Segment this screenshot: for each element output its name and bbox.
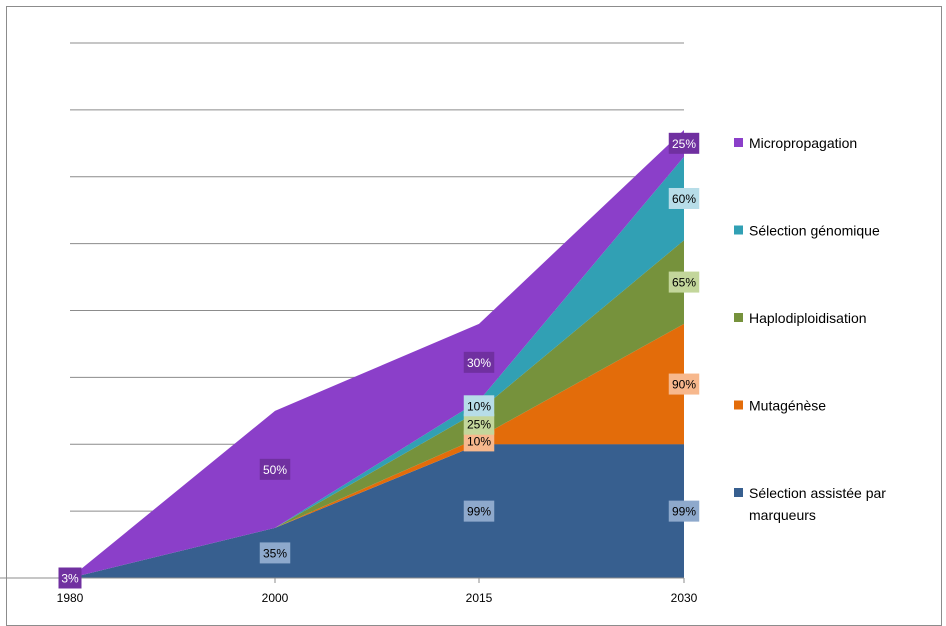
area-micropropagation xyxy=(70,129,684,578)
data-label-background xyxy=(668,500,700,522)
data-label-text: 99% xyxy=(467,505,491,519)
data-label-text: 60% xyxy=(672,192,696,206)
data-label: 10% xyxy=(463,395,495,417)
data-label-text: 10% xyxy=(467,399,491,413)
data-label: 25% xyxy=(668,132,700,154)
legend: Micropropagation Sélection génomique Haplo… xyxy=(734,135,886,523)
x-tick-label: 2030 xyxy=(671,591,698,605)
data-label-text: 25% xyxy=(467,418,491,432)
data-label-background xyxy=(668,373,700,395)
data-label-background xyxy=(668,132,700,154)
data-label-text: 65% xyxy=(672,276,696,290)
data-label-background xyxy=(259,542,291,564)
x-tick-label: 1980 xyxy=(57,591,84,605)
data-label-text: 3% xyxy=(61,572,79,586)
data-label-background xyxy=(259,458,291,480)
data-label-background xyxy=(463,430,495,452)
data-labels: 35% 99% 99% 10% 90% 25% 65% 10% 60% 3% 50% 30% 25% xyxy=(58,132,700,589)
legend-item-selection-genomique: Sélection génomique xyxy=(734,223,880,239)
area-selection-assistee-par-marqueurs xyxy=(70,444,684,578)
data-label-background xyxy=(668,271,700,293)
legend-label-line: marqueurs xyxy=(749,507,816,523)
data-label: 25% xyxy=(463,413,495,435)
legend-label: Mutagénèse xyxy=(749,398,826,414)
legend-swatch xyxy=(734,400,743,410)
series-areas xyxy=(70,129,684,578)
legend-swatch xyxy=(734,313,743,322)
legend-swatch xyxy=(734,488,743,497)
legend-swatch xyxy=(734,225,743,235)
data-label-text: 90% xyxy=(672,378,696,392)
data-label: 90% xyxy=(668,373,700,395)
legend-item-haplodiploidisation: Haplodiploidisation xyxy=(734,310,867,326)
legend-label: Micropropagation xyxy=(749,135,857,151)
x-tick-label: 2015 xyxy=(466,591,493,605)
legend-label-line: Sélection génomique xyxy=(749,223,880,239)
data-label-background xyxy=(463,351,495,373)
data-label-text: 10% xyxy=(467,434,491,448)
data-label-background xyxy=(463,500,495,522)
legend-swatch xyxy=(734,138,743,147)
legend-item-mutagenese: Mutagénèse xyxy=(734,398,826,414)
legend-item-micropropagation: Micropropagation xyxy=(734,135,857,151)
data-label: 65% xyxy=(668,271,700,293)
legend-label: Sélection génomique xyxy=(749,223,880,239)
data-label: 50% xyxy=(259,458,291,480)
data-label: 30% xyxy=(463,351,495,373)
x-tick-label: 2000 xyxy=(262,591,289,605)
data-label-background xyxy=(58,567,82,589)
data-label-background xyxy=(463,395,495,417)
legend-label-line: Mutagénèse xyxy=(749,398,826,414)
data-label-text: 35% xyxy=(263,546,287,560)
legend-label-line: Haplodiploidisation xyxy=(749,310,867,326)
data-label: 35% xyxy=(259,542,291,564)
data-label-text: 25% xyxy=(672,137,696,151)
data-label: 99% xyxy=(463,500,495,522)
data-label-text: 30% xyxy=(467,356,491,370)
legend-label-line: Micropropagation xyxy=(749,135,857,151)
x-axis: 1980 2000 2015 2030 xyxy=(0,577,698,605)
data-label: 99% xyxy=(668,500,700,522)
legend-label-line: Sélection assistée par xyxy=(749,485,886,501)
legend-item-selection-assistee-par-marqueurs: Sélection assistée par marqueurs xyxy=(734,485,886,523)
legend-label: Sélection assistée par marqueurs xyxy=(749,485,886,523)
data-label-text: 99% xyxy=(672,505,696,519)
data-label-background xyxy=(668,187,700,209)
data-label-background xyxy=(463,413,495,435)
data-label: 60% xyxy=(668,187,700,209)
data-label: 3% xyxy=(58,567,82,589)
data-label-text: 50% xyxy=(263,463,287,477)
data-label: 10% xyxy=(463,430,495,452)
legend-label: Haplodiploidisation xyxy=(749,310,867,326)
stacked-area-chart: 1980 2000 2015 2030 35% 99% 99% 10% 90% 25% 65% 10… xyxy=(0,42,886,605)
